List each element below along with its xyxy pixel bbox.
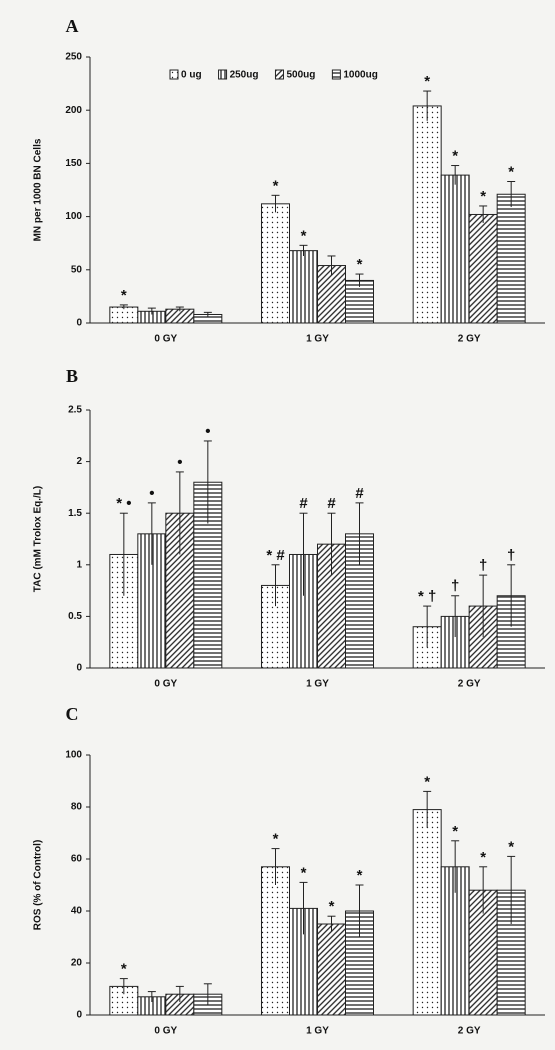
legend-label: 1000ug (343, 70, 377, 81)
significance-marker: * (273, 177, 279, 194)
panel-title: A (66, 16, 79, 36)
bar (289, 907, 318, 1016)
significance-marker: * (452, 147, 458, 164)
x-tick-label: 1 GY (306, 334, 329, 345)
y-tick-label: 0 (76, 1010, 82, 1021)
legend-swatch (274, 69, 284, 80)
panel-title: C (66, 704, 79, 724)
significance-marker: † (507, 547, 515, 564)
y-tick-label: 60 (71, 854, 83, 865)
x-tick-label: 0 GY (154, 1026, 177, 1037)
y-axis-label: ROS (% of Control) (33, 840, 44, 931)
x-tick-label: 2 GY (458, 1026, 481, 1037)
bar (468, 213, 498, 324)
bar (261, 203, 290, 324)
bar (412, 809, 442, 1016)
bar (412, 105, 442, 324)
y-tick-label: 2.5 (68, 405, 82, 416)
significance-marker: • (205, 423, 210, 440)
legend-label: 250ug (230, 70, 259, 81)
significance-marker: * (452, 823, 458, 840)
y-tick-label: 80 (71, 802, 83, 813)
y-tick-label: 0 (76, 663, 82, 674)
significance-marker: • (149, 485, 154, 502)
significance-marker: # (327, 495, 336, 512)
legend-swatch (218, 69, 228, 80)
bar (289, 250, 318, 324)
bar (440, 174, 470, 324)
y-tick-label: 20 (71, 958, 83, 969)
y-tick-label: 100 (65, 211, 82, 222)
significance-marker: * (301, 864, 307, 881)
x-tick-label: 1 GY (306, 679, 329, 690)
significance-marker: # (299, 495, 308, 512)
legend-swatch (331, 69, 341, 80)
legend-label: 500ug (286, 70, 315, 81)
significance-marker: * (301, 227, 307, 244)
panel-title: B (66, 366, 78, 386)
significance-marker: * (273, 831, 279, 848)
bar (261, 866, 290, 1016)
significance-marker: * (508, 163, 514, 180)
x-tick-label: 1 GY (306, 1026, 329, 1037)
significance-marker: * (329, 898, 335, 915)
significance-marker: * • (116, 495, 131, 512)
legend-label: 0 ug (181, 70, 202, 81)
x-tick-label: 0 GY (154, 334, 177, 345)
x-tick-label: 2 GY (458, 679, 481, 690)
y-axis-label: TAC (mM Trolox Eq./L) (33, 486, 44, 592)
legend-swatch (169, 69, 179, 80)
significance-marker: * (480, 188, 486, 205)
significance-marker: * (121, 961, 127, 978)
bar (109, 306, 139, 324)
significance-marker: * (480, 849, 486, 866)
x-tick-label: 0 GY (154, 679, 177, 690)
significance-marker: * # (266, 547, 285, 564)
y-tick-label: 150 (65, 158, 82, 169)
y-tick-label: 1 (76, 559, 82, 570)
significance-marker: # (355, 485, 364, 502)
bar (345, 910, 374, 1016)
significance-marker: * (508, 838, 514, 855)
significance-marker: * (357, 256, 363, 273)
y-tick-label: 100 (65, 750, 82, 761)
y-tick-label: 1.5 (68, 508, 82, 519)
significance-marker: * (121, 287, 127, 304)
significance-marker: * (424, 773, 430, 790)
y-tick-label: 0 (76, 318, 82, 329)
significance-marker: * (424, 73, 430, 90)
y-tick-label: 50 (71, 264, 83, 275)
bar (496, 193, 526, 324)
significance-marker: * (357, 867, 363, 884)
y-tick-label: 40 (71, 906, 83, 917)
y-tick-label: 0.5 (68, 611, 82, 622)
significance-marker: * † (418, 588, 436, 605)
y-tick-label: 200 (65, 105, 82, 116)
significance-marker: † (451, 578, 459, 595)
y-tick-label: 2 (76, 456, 82, 467)
bar (317, 923, 346, 1016)
y-axis-label: MN per 1000 BN Cells (33, 138, 44, 241)
significance-marker: • (177, 454, 182, 471)
x-tick-label: 2 GY (458, 334, 481, 345)
significance-marker: † (479, 557, 487, 574)
y-tick-label: 250 (65, 52, 82, 63)
